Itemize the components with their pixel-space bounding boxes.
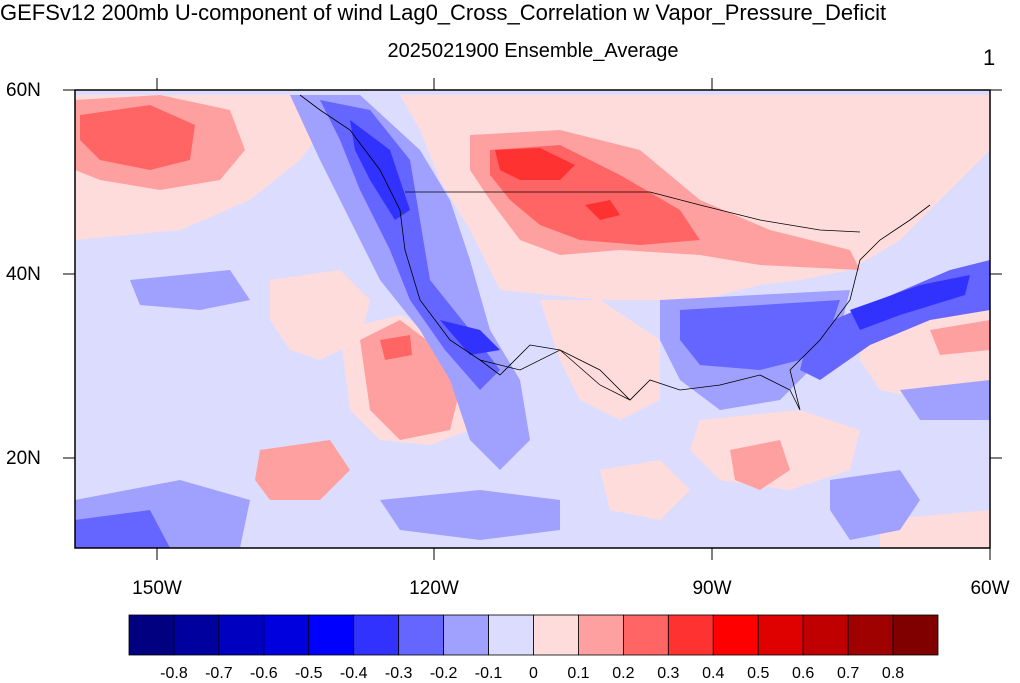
atlantic-positive-core	[930, 320, 990, 355]
colorbar-swatch	[488, 614, 534, 656]
colorbar-label: 0	[529, 665, 538, 682]
lon-label-150w: 150W	[132, 578, 182, 599]
colorbar	[128, 614, 939, 656]
colorbar-label: 0.2	[612, 665, 635, 682]
colorbar-swatch	[128, 614, 175, 656]
map-title: GEFSv12 200mb U-component of wind Lag0_C…	[0, 0, 887, 25]
colorbar-swatch	[847, 614, 894, 656]
south-atlantic-positive	[880, 510, 990, 548]
colorbar-swatch	[533, 614, 579, 656]
gulf-mexico-positive	[540, 300, 660, 420]
colorbar-label: -0.6	[250, 665, 278, 682]
us-canada-border	[405, 191, 861, 233]
colorbar-label: 0.5	[747, 665, 770, 682]
us-mexico-border	[479, 349, 631, 401]
colorbar-label: 0.4	[702, 665, 725, 682]
colorbar-swatch	[622, 614, 669, 656]
colorbar-swatch	[443, 614, 489, 656]
colorbar-swatch	[398, 614, 445, 656]
colorbar-swatch	[263, 614, 310, 656]
colorbar-label: -0.1	[474, 665, 503, 682]
lat-label-20n: 20N	[6, 448, 41, 469]
colorbar-label: 0.6	[792, 665, 815, 682]
central-atlantic-negative	[900, 380, 990, 420]
map-subtitle: 2025021900 Ensemble_Average	[387, 40, 679, 62]
colorbar-swatch	[757, 614, 804, 656]
lat-label-60n: 60N	[6, 80, 41, 101]
colorbar-label: -0.7	[205, 665, 233, 682]
lon-label-120w: 120W	[409, 578, 459, 599]
colorbar-label: -0.8	[160, 665, 188, 682]
colorbar-label: 0.3	[657, 665, 680, 682]
axis-ticks	[63, 78, 1002, 560]
lon-label-90w: 90W	[692, 578, 732, 599]
colorbar-swatch	[667, 614, 714, 656]
colorbar-swatch	[308, 614, 355, 656]
colorbar-label: -0.3	[384, 665, 413, 682]
colorbar-swatch	[712, 614, 759, 656]
panel-number: 1	[983, 45, 996, 70]
dakota-max	[585, 200, 620, 220]
atlantic-jet-max	[850, 275, 970, 330]
colorbar-swatch	[218, 614, 265, 656]
colorbar-label: 0.8	[881, 665, 905, 682]
southeast-us-core	[680, 300, 840, 370]
west-coast-negative-core	[320, 100, 500, 390]
colorbar-label: -0.5	[294, 665, 323, 682]
colorbar-label: -0.4	[339, 665, 368, 682]
caribbean-positive-core	[730, 440, 790, 490]
east-pacific-negative	[130, 270, 250, 310]
correlation-field	[75, 90, 990, 548]
california-min	[440, 320, 500, 355]
colorbar-swatch	[892, 614, 939, 656]
colorbar-swatch	[353, 614, 400, 656]
lat-label-40n: 40N	[6, 264, 41, 285]
colorbar-swatch	[802, 614, 849, 656]
south-caribbean-negative	[830, 470, 920, 540]
colorbar-label: 0.7	[836, 665, 860, 682]
map-frame	[74, 89, 991, 549]
south-pacific-core	[75, 510, 170, 548]
canadian-prairie-max	[495, 148, 575, 180]
colorbar-label: 0.1	[567, 665, 590, 682]
tropical-pacific-positive	[255, 440, 350, 500]
colorbar-swatch	[173, 614, 220, 656]
colorbar-label: -0.2	[429, 665, 458, 682]
equatorial-negative	[380, 490, 560, 540]
colorbar-swatch	[578, 614, 624, 656]
lon-label-60w: 60W	[970, 578, 1010, 599]
subtropical-pacific-max	[380, 335, 412, 360]
gulf-alaska-core	[80, 105, 195, 170]
central-america-positive	[600, 460, 690, 520]
